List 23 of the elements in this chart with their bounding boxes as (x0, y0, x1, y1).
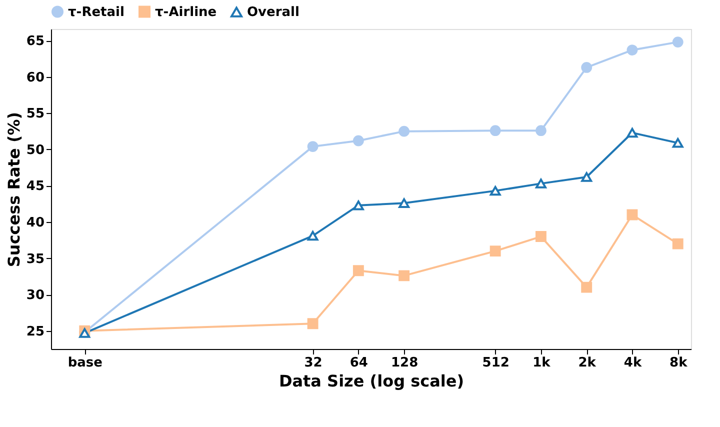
y-tick-label: 35 (26, 252, 44, 267)
y-axis-title: Success Rate (%) (4, 112, 24, 268)
y-tick-label: 45 (26, 179, 44, 194)
x-tick-label: 32 (304, 356, 322, 370)
legend-label: τ-Retail (68, 4, 124, 20)
x-tick-label: 8k (670, 356, 688, 370)
legend-label: τ-Airline (155, 4, 217, 20)
y-tick-label: 25 (26, 324, 44, 340)
x-tick-label: base (68, 356, 103, 370)
y-tick-label: 30 (26, 288, 44, 304)
y-tick-label: 50 (26, 142, 44, 158)
y-tick-label: 60 (26, 70, 44, 86)
x-tick-label: 64 (350, 356, 368, 370)
y-tick-label: 40 (26, 216, 44, 231)
x-axis-title: Data Size (log scale) (278, 372, 464, 390)
x-tick-label: 1k (532, 356, 551, 370)
y-tick-label: 65 (26, 34, 44, 50)
x-tick-label: 128 (390, 356, 418, 370)
x-tick-label: 2k (578, 356, 596, 370)
x-tick-label: 4k (624, 356, 642, 370)
x-tick-label: 512 (482, 356, 510, 370)
legend-label: Overall (247, 5, 300, 20)
y-tick-label: 55 (26, 106, 44, 122)
